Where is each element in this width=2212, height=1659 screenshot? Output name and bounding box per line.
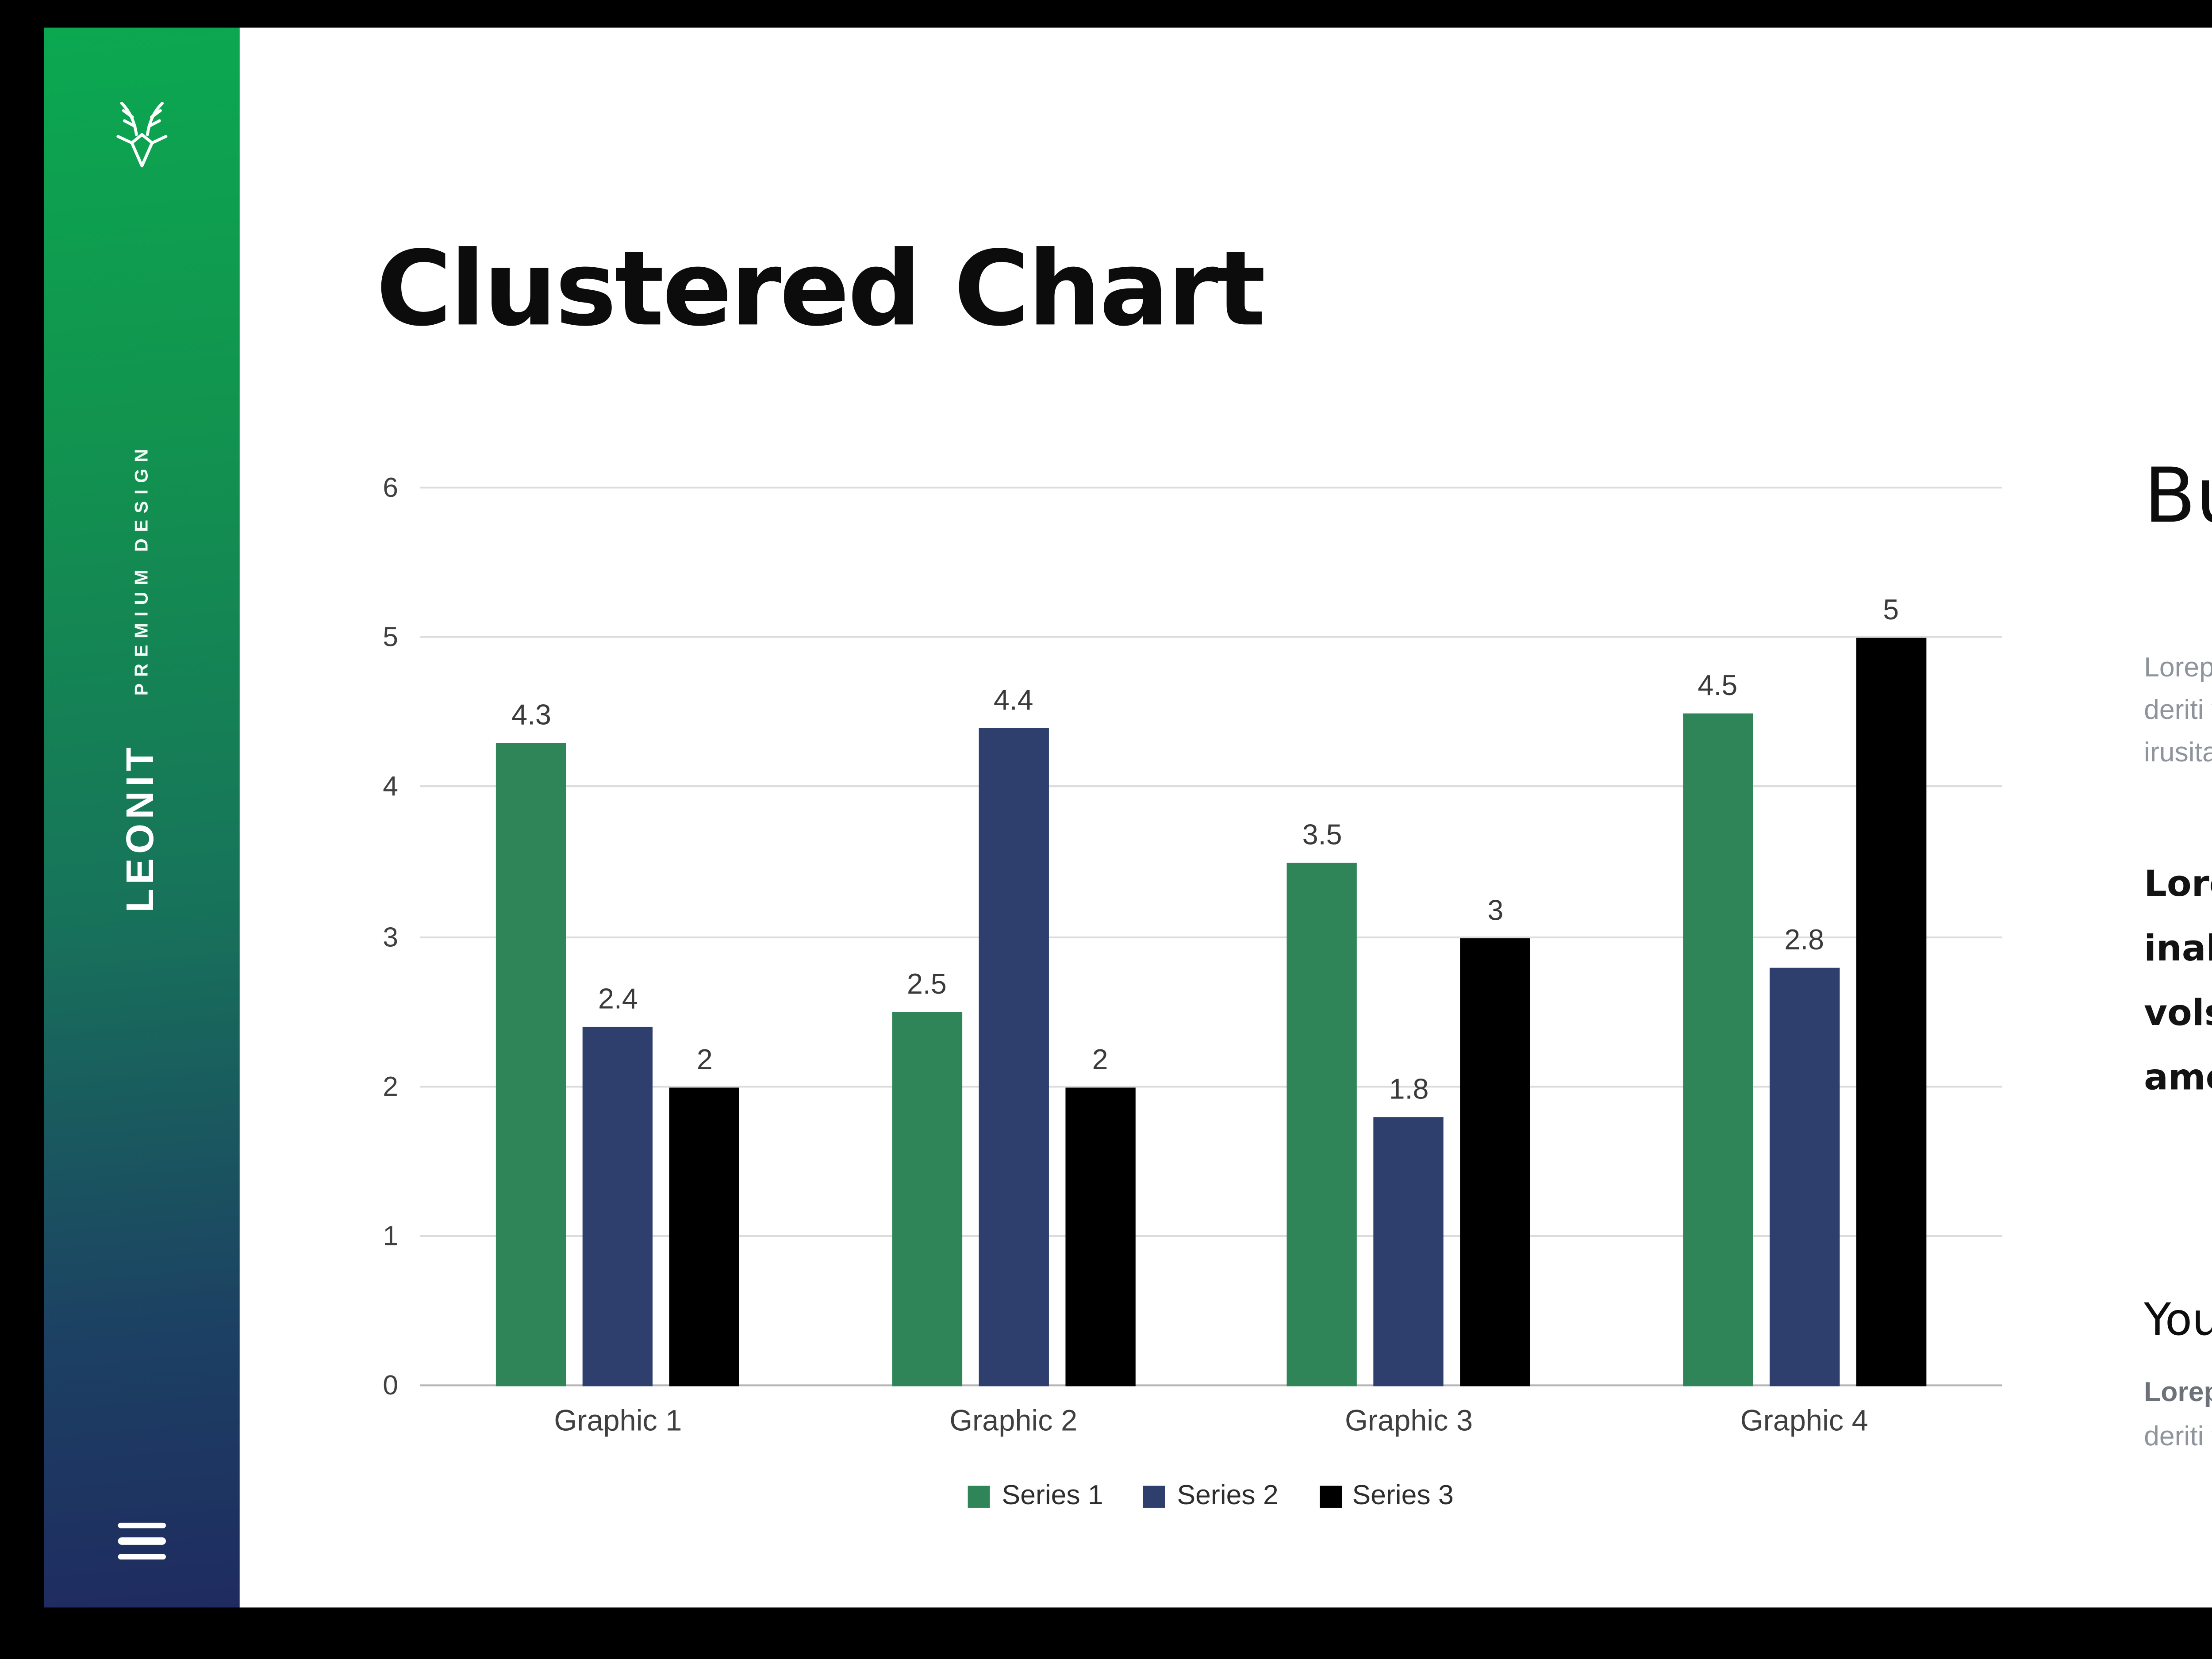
bar-column: 2.5 — [891, 488, 962, 1386]
gridline — [420, 1085, 2002, 1087]
bar-column: 1.8 — [1374, 488, 1444, 1386]
right-panel: Business result Lorep ipsum duis aute ir… — [2144, 452, 2212, 1460]
y-tick-label: 4 — [383, 772, 399, 804]
gridline — [420, 636, 2002, 638]
legend-swatch-icon — [968, 1485, 991, 1507]
bar-group: 2.5 4.4 2 — [816, 488, 1211, 1386]
bar-column: 4.3 — [496, 488, 567, 1386]
y-tick-label: 2 — [383, 1071, 399, 1103]
category-label: Graphic 4 — [1740, 1406, 1868, 1438]
chart-body: 0 1 2 3 4 5 6 4.3 2.4 2 2.5 4.4 2 3.5 1.8 3 4.5 2.8 5 — [357, 473, 2002, 1402]
bar — [1374, 1117, 1444, 1386]
intro-paragraph: Lorep ipsum duis aute irure dolor in kau… — [2144, 653, 2212, 769]
gridline — [420, 935, 2002, 937]
legend-item: Series 2 — [1144, 1480, 1279, 1512]
bar — [891, 1012, 962, 1386]
y-tick-label: 6 — [383, 472, 399, 504]
bar-value-label: 2.5 — [906, 970, 947, 1002]
gridline — [420, 1235, 2002, 1237]
bar — [978, 728, 1048, 1386]
y-tick-label: 1 — [383, 1221, 399, 1252]
deer-icon — [98, 83, 186, 184]
bar-group: 4.5 2.8 5 — [1606, 488, 2002, 1386]
bar-value-label: 3 — [1487, 895, 1504, 926]
bar — [1682, 713, 1753, 1386]
footer-rest: duis aute irure dolor in kauselih oilue … — [2144, 1421, 2212, 1453]
category-label: Graphic 1 — [554, 1406, 682, 1438]
bar-value-label: 4.4 — [993, 685, 1033, 717]
bar-value-label: 2 — [696, 1045, 713, 1076]
premium-design-label: PREMIUM DESIGN — [131, 442, 152, 696]
menu-wrap — [44, 1521, 240, 1560]
y-tick-label: 3 — [383, 922, 399, 953]
highlight-paragraph: Lorep ipsum duis aute irure dolor inalis… — [2144, 863, 2212, 1099]
bar-column: 4.5 — [1682, 488, 1753, 1386]
bar-column: 3 — [1460, 488, 1531, 1386]
bar-value-label: 4.5 — [1697, 670, 1738, 702]
legend-label: Series 2 — [1177, 1480, 1279, 1512]
bar-column: 4.4 — [978, 488, 1048, 1386]
footer-lead: Lorep ipsum — [2144, 1377, 2212, 1409]
main-content: Clustered Chart 0 1 2 3 4 5 6 4.3 2.4 2 2.5 4.4 2 3.… — [239, 27, 2212, 1608]
legend-swatch-icon — [1319, 1485, 1341, 1507]
your-text-heading: Your text — [2144, 1294, 2212, 1346]
business-result-heading: Business result — [2144, 451, 2212, 540]
bar-value-label: 4.3 — [511, 700, 552, 732]
bar-value-label: 5 — [1883, 595, 1899, 627]
bar — [1856, 638, 1926, 1386]
bar-group: 4.3 2.4 2 — [420, 488, 816, 1386]
bar-value-label: 2.8 — [1784, 925, 1824, 956]
bar-group: 3.5 1.8 3 — [1211, 488, 1607, 1386]
gridline — [420, 487, 2002, 489]
bar — [583, 1027, 653, 1386]
hamburger-menu-icon[interactable] — [118, 1521, 166, 1560]
chart-x-axis: Graphic 1 Graphic 2 Graphic 3 Graphic 4 — [420, 1386, 2002, 1440]
gridline — [420, 786, 2002, 788]
bar — [496, 743, 567, 1386]
y-tick-label: 5 — [383, 622, 399, 654]
bar-column: 3.5 — [1287, 488, 1357, 1386]
bar-column: 2 — [669, 488, 740, 1386]
bar-value-label: 2 — [1092, 1045, 1108, 1076]
brand-wrap: LEONIT — [44, 743, 240, 912]
legend-label: Series 3 — [1352, 1480, 1454, 1512]
category-label: Graphic 2 — [949, 1406, 1078, 1438]
chart-legend: Series 1 Series 2 Series 3 — [420, 1480, 2002, 1512]
bar-column: 2 — [1065, 488, 1135, 1386]
chart-plot: 4.3 2.4 2 2.5 4.4 2 3.5 1.8 3 4.5 2.8 5 — [420, 487, 2002, 1386]
bar — [1769, 967, 1839, 1386]
legend-item: Series 3 — [1319, 1480, 1454, 1512]
deer-icon-wrap — [44, 83, 240, 184]
page-title: Clustered Chart — [376, 230, 1266, 350]
bar — [1065, 1087, 1135, 1386]
gridline — [420, 1384, 2002, 1386]
slide-content: PREMIUM DESIGN LEONIT Clustered Chart — [44, 27, 2212, 1608]
bar-column: 2.8 — [1769, 488, 1839, 1386]
footer-paragraph: Lorep ipsum duis aute irure dolor in kau… — [2144, 1371, 2212, 1460]
sidebar: PREMIUM DESIGN LEONIT — [44, 27, 240, 1608]
brand-label: LEONIT — [119, 743, 162, 913]
bar — [669, 1087, 740, 1386]
legend-label: Series 1 — [1002, 1480, 1103, 1512]
bar-value-label: 1.8 — [1389, 1074, 1429, 1106]
bar-column: 5 — [1856, 488, 1926, 1386]
bar-value-label: 2.4 — [598, 984, 638, 1016]
category-label: Graphic 3 — [1344, 1406, 1473, 1438]
bar-value-label: 3.5 — [1302, 820, 1342, 852]
bar — [1460, 937, 1531, 1386]
y-tick-label: 0 — [383, 1371, 399, 1402]
clustered-bar-chart: 0 1 2 3 4 5 6 4.3 2.4 2 2.5 4.4 2 3.5 1.8 3 4.5 2.8 5 Gra… — [357, 473, 2002, 1512]
legend-item: Series 1 — [968, 1480, 1103, 1512]
chart-y-axis: 0 1 2 3 4 5 6 — [357, 473, 420, 1402]
bar — [1287, 862, 1357, 1386]
legend-swatch-icon — [1144, 1485, 1166, 1507]
premium-design-wrap: PREMIUM DESIGN — [44, 442, 240, 695]
bar-column: 2.4 — [583, 488, 653, 1386]
